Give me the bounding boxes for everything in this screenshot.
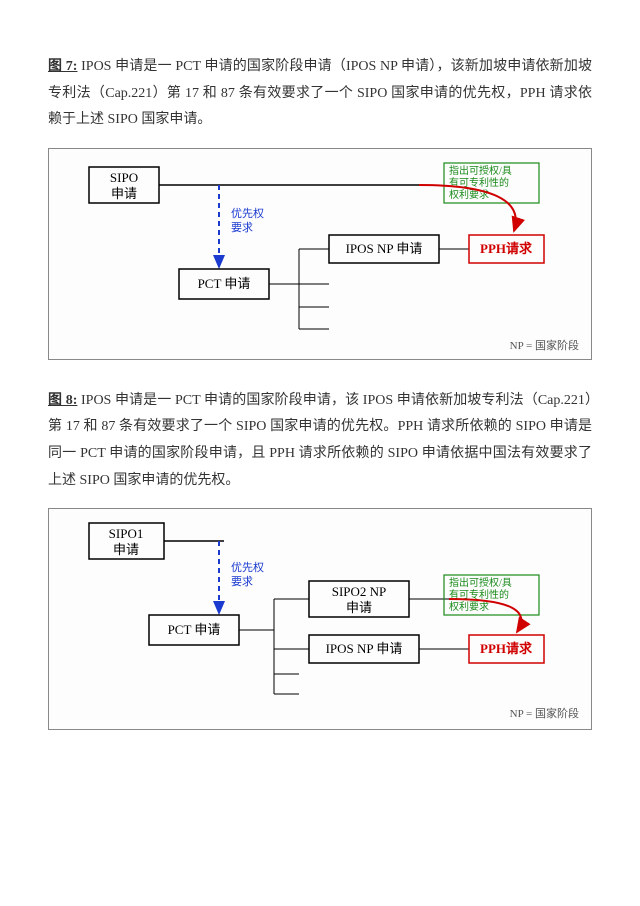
svg-text:要求: 要求 xyxy=(231,575,253,588)
fig7-label: 图 7: xyxy=(48,59,77,74)
fig8-label: 图 8: xyxy=(48,393,77,408)
svg-text:权利要求: 权利要求 xyxy=(449,600,489,613)
fig7-diagram: SIPO 申请 优先权 要求 PCT 申请 IPOS NP 申请 PPH请求 指… xyxy=(48,148,592,360)
fig7-caption-text: IPOS 申请是一 PCT 申请的国家阶段申请（IPOS NP 申请），该新加坡… xyxy=(48,59,592,127)
iposnp-label: IPOS NP 申请 xyxy=(346,241,423,256)
pct-label: PCT 申请 xyxy=(198,276,251,291)
fig8-diagram: SIPO1 申请 优先权 要求 PCT 申请 SIPO2 NP 申请 IPOS … xyxy=(48,508,592,730)
fig8-caption: 图 8: IPOS 申请是一 PCT 申请的国家阶段申请，该 IPOS 申请依新… xyxy=(48,388,592,494)
sipo-label: SIPO xyxy=(110,170,138,185)
np-note2: NP = 国家阶段 xyxy=(510,706,579,720)
svg-text:申请: 申请 xyxy=(111,186,137,201)
sipo2np-label: SIPO2 NP xyxy=(332,584,387,599)
priority-label2: 优先权 xyxy=(231,561,264,574)
iposnp-label2: IPOS NP 申请 xyxy=(326,641,403,656)
green-note: 指出可授权/具 xyxy=(449,164,512,177)
fig7-caption: 图 7: IPOS 申请是一 PCT 申请的国家阶段申请（IPOS NP 申请）… xyxy=(48,54,592,134)
green-note2: 指出可授权/具 xyxy=(449,576,512,589)
svg-text:权利要求: 权利要求 xyxy=(449,188,489,201)
pct-label2: PCT 申请 xyxy=(168,622,221,637)
pph-label2: PPH请求 xyxy=(480,641,533,656)
np-note: NP = 国家阶段 xyxy=(510,338,579,352)
sipo1-label: SIPO1 xyxy=(109,526,144,541)
pph-label: PPH请求 xyxy=(480,241,533,256)
priority-label: 优先权 xyxy=(231,207,264,220)
svg-text:申请: 申请 xyxy=(346,600,372,615)
svg-text:申请: 申请 xyxy=(113,542,139,557)
fig8-caption-text: IPOS 申请是一 PCT 申请的国家阶段申请，该 IPOS 申请依新加坡专利法… xyxy=(48,393,592,488)
svg-text:要求: 要求 xyxy=(231,221,253,234)
